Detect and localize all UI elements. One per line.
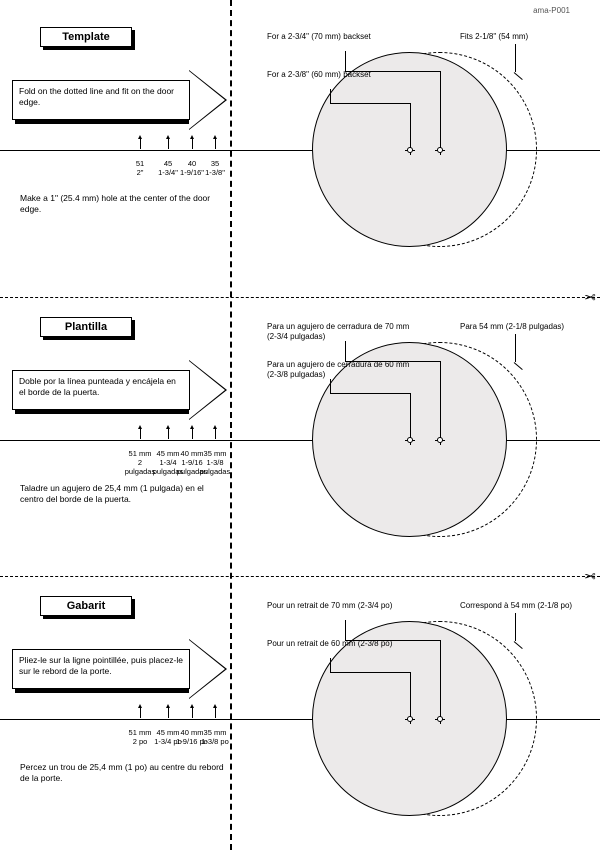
thickness-ticks: 51 mm2 po45 mm1-3/4 po40 mm1-9/16 po35 m… <box>130 708 225 758</box>
hole-diagram: Para un agujero de cerradura de 70 mm (2… <box>235 325 595 565</box>
callout-60mm: Para un agujero de cerradura de 60 mm (2… <box>267 360 412 379</box>
title-box: Gabarit <box>40 596 132 616</box>
center-60mm <box>407 437 413 443</box>
callout-60mm: For a 2-3/8" (60 mm) backset <box>267 70 412 80</box>
callout-70mm: Pour un retrait de 70 mm (2-3/4 po) <box>267 601 412 611</box>
template-panel: Gabarit Pliez-le sur la ligne pointillée… <box>0 584 600 854</box>
center-60mm <box>407 147 413 153</box>
thickness-ticks: 51 mm2 pulgadas45 mm1-3/4 pulgadas40 mm1… <box>130 429 225 479</box>
tick-arrow <box>140 139 141 149</box>
fold-instruction-arrow: Fold on the dotted line and fit on the d… <box>12 80 228 124</box>
fold-instruction-arrow: Pliez-le sur la ligne pointillée, puis p… <box>12 649 228 693</box>
title-box: Template <box>40 27 132 47</box>
tick-label: 35 mm1-3/8 po <box>198 728 232 746</box>
tick-arrow <box>168 139 169 149</box>
center-70mm <box>437 716 443 722</box>
center-70mm <box>437 147 443 153</box>
tick-arrow <box>215 708 216 718</box>
fold-instruction-text: Fold on the dotted line and fit on the d… <box>12 80 190 120</box>
callout-54mm: Fits 2-1/8" (54 mm) <box>460 32 590 42</box>
center-60mm <box>407 716 413 722</box>
tick-arrow <box>215 429 216 439</box>
title-box: Plantilla <box>40 317 132 337</box>
tick-arrow <box>140 708 141 718</box>
hole-diagram: For a 2-3/4" (70 mm) backset For a 2-3/8… <box>235 35 595 275</box>
tick-arrow <box>192 139 193 149</box>
callout-54mm: Correspond à 54 mm (2-1/8 po) <box>460 601 590 611</box>
tick-arrow <box>140 429 141 439</box>
callout-70mm: For a 2-3/4" (70 mm) backset <box>267 32 412 42</box>
reference-id: ama-P001 <box>533 6 570 15</box>
callout-54mm: Para 54 mm (2-1/8 pulgadas) <box>460 322 590 332</box>
tick-label: 351-3/8" <box>198 159 232 177</box>
cut-line-1 <box>0 297 600 298</box>
template-panel: Plantilla Doble por la línea punteada y … <box>0 305 600 575</box>
callout-60mm: Pour un retrait de 60 mm (2-3/8 po) <box>267 639 412 649</box>
panel-title: Gabarit <box>40 596 132 616</box>
tick-arrow <box>192 708 193 718</box>
hole-note: Percez un trou de 25,4 mm (1 po) au cent… <box>20 762 225 783</box>
tick-arrow <box>215 139 216 149</box>
tick-label: 35 mm1-3/8 pulgadas <box>198 449 232 476</box>
tick-arrow <box>168 429 169 439</box>
hole-note: Make a 1" (25.4 mm) hole at the center o… <box>20 193 225 214</box>
fold-instruction-arrow: Doble por la línea punteada y encájela e… <box>12 370 228 414</box>
panel-title: Template <box>40 27 132 47</box>
tick-arrow <box>192 429 193 439</box>
center-70mm <box>437 437 443 443</box>
callout-70mm: Para un agujero de cerradura de 70 mm (2… <box>267 322 412 341</box>
thickness-ticks: 512"451-3/4"401-9/16"351-3/8" <box>130 139 225 189</box>
panel-title: Plantilla <box>40 317 132 337</box>
hole-diagram: Pour un retrait de 70 mm (2-3/4 po) Pour… <box>235 604 595 844</box>
template-panel: Template Fold on the dotted line and fit… <box>0 15 600 285</box>
fold-instruction-text: Pliez-le sur la ligne pointillée, puis p… <box>12 649 190 689</box>
cut-line-2 <box>0 576 600 577</box>
hole-note: Taladre un agujero de 25,4 mm (1 pulgada… <box>20 483 225 504</box>
fold-instruction-text: Doble por la línea punteada y encájela e… <box>12 370 190 410</box>
tick-arrow <box>168 708 169 718</box>
scissors-icon: ✂ <box>584 288 596 305</box>
